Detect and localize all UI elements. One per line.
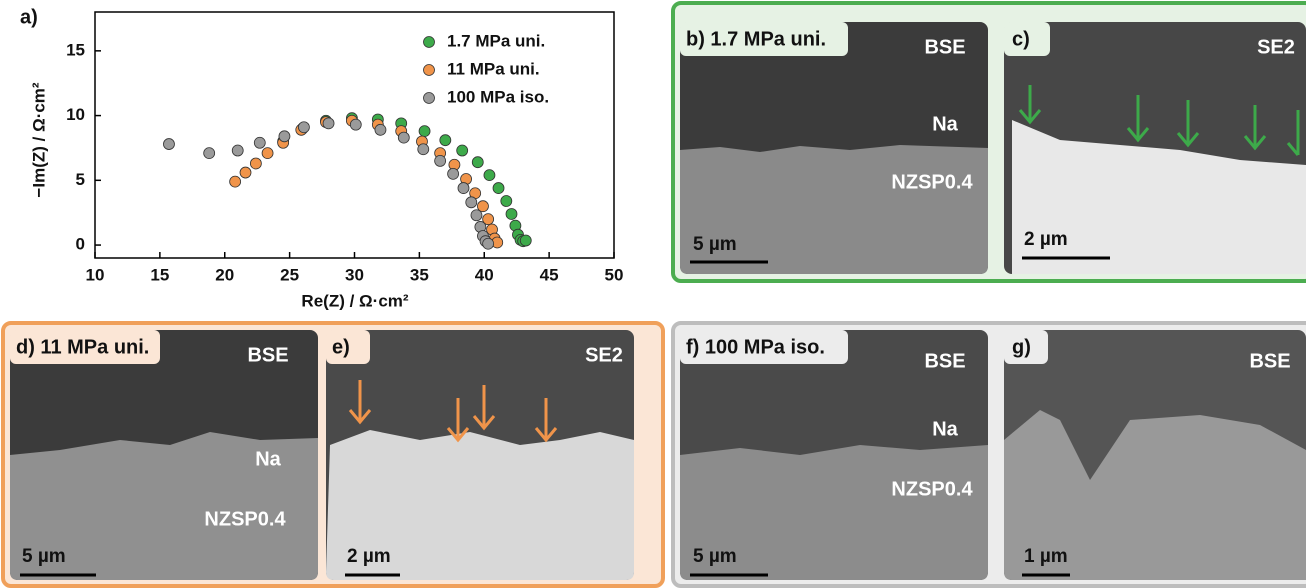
phase: NZSP0.4 bbox=[891, 171, 973, 193]
point bbox=[203, 147, 216, 160]
x-tick-label: 45 bbox=[540, 265, 559, 284]
x-tick-label: 35 bbox=[410, 265, 429, 284]
point bbox=[477, 200, 489, 213]
scale-label: 5 µm bbox=[693, 546, 737, 567]
x-tick-label: 15 bbox=[150, 265, 169, 284]
detector: BSE bbox=[247, 344, 288, 366]
panel-label: g) bbox=[1012, 336, 1031, 358]
phase: NZSP0.4 bbox=[204, 508, 286, 530]
detector: BSE bbox=[924, 350, 965, 372]
y-tick-label: 10 bbox=[66, 105, 85, 124]
x-tick-label: 30 bbox=[345, 265, 364, 284]
detector: SE2 bbox=[1257, 36, 1295, 58]
point bbox=[278, 130, 291, 143]
point bbox=[297, 121, 310, 134]
label-box bbox=[680, 22, 848, 56]
point bbox=[483, 169, 496, 182]
point bbox=[229, 175, 242, 188]
legend-label: 11 MPa uni. bbox=[447, 59, 540, 78]
phase: Na bbox=[932, 113, 958, 135]
y-tick-label: 15 bbox=[66, 40, 85, 59]
x-tick-label: 40 bbox=[475, 265, 494, 284]
arrows bbox=[1018, 85, 1300, 156]
grain-layer bbox=[326, 430, 634, 580]
point bbox=[322, 117, 335, 130]
point bbox=[471, 156, 484, 169]
point bbox=[418, 125, 431, 138]
label-box bbox=[10, 330, 160, 364]
point bbox=[239, 166, 252, 179]
grain-layer bbox=[1004, 410, 1306, 580]
y-tick-label: 0 bbox=[76, 235, 85, 254]
point bbox=[482, 237, 495, 250]
grain-layer bbox=[10, 432, 318, 580]
phase: Na bbox=[932, 418, 958, 440]
point bbox=[470, 209, 483, 222]
point bbox=[374, 123, 387, 136]
point bbox=[397, 131, 410, 144]
panel-label: a) bbox=[20, 6, 38, 28]
point bbox=[434, 154, 447, 167]
x-axis-label: Re(Z) / Ω·cm² bbox=[301, 291, 408, 310]
point bbox=[447, 167, 460, 180]
point bbox=[163, 138, 175, 150]
scale-label: 2 µm bbox=[1024, 229, 1068, 250]
scale-label: 1 µm bbox=[1024, 546, 1068, 567]
panel-label: f) 100 MPa iso. bbox=[686, 336, 825, 358]
legend-marker bbox=[423, 64, 435, 76]
point bbox=[457, 182, 470, 194]
x-tick-label: 20 bbox=[215, 265, 234, 284]
point bbox=[417, 143, 430, 156]
point bbox=[456, 144, 469, 157]
point bbox=[500, 195, 513, 207]
detector: BSE bbox=[924, 36, 965, 58]
scale-label: 5 µm bbox=[22, 546, 66, 567]
point bbox=[492, 182, 505, 194]
legend-label: 100 MPa iso. bbox=[447, 87, 549, 106]
panel-label: e) bbox=[332, 336, 350, 358]
point bbox=[519, 234, 532, 247]
grain-layer bbox=[680, 145, 988, 274]
point bbox=[253, 136, 266, 149]
panel-label: c) bbox=[1012, 28, 1030, 50]
plot: 10 15 20 25 30 35 40 45 50 0 5 10 15 1.7 MPa uni. 11 M… bbox=[66, 11, 624, 284]
point bbox=[465, 196, 478, 209]
legend-marker bbox=[423, 92, 435, 104]
label-box bbox=[680, 330, 848, 364]
point bbox=[505, 208, 518, 220]
label-box bbox=[1004, 22, 1050, 56]
x-tick-label: 25 bbox=[280, 265, 299, 284]
panel-label: d) 11 MPa uni. bbox=[16, 336, 149, 358]
point bbox=[261, 147, 274, 160]
scale-label: 2 µm bbox=[347, 546, 391, 567]
arrows bbox=[348, 380, 558, 443]
point bbox=[482, 213, 495, 226]
panel-label: b) 1.7 MPa uni. bbox=[686, 28, 826, 50]
x-tick-label: 50 bbox=[605, 265, 624, 284]
legend-marker bbox=[423, 36, 435, 48]
label-box bbox=[1004, 330, 1048, 364]
label-box bbox=[326, 330, 370, 364]
grain-layer bbox=[1012, 120, 1306, 274]
point bbox=[249, 157, 262, 170]
detector: SE2 bbox=[585, 344, 623, 366]
detector: BSE bbox=[1249, 350, 1290, 372]
grain-layer bbox=[680, 445, 988, 580]
scale-label: 5 µm bbox=[693, 234, 737, 255]
point bbox=[349, 118, 362, 131]
phase: NZSP0.4 bbox=[891, 478, 973, 500]
y-tick-label: 5 bbox=[76, 170, 85, 189]
x-tick-label: 10 bbox=[86, 265, 105, 284]
y-axis-label: −Im(Z) / Ω·cm² bbox=[29, 82, 48, 198]
point bbox=[439, 134, 452, 147]
phase: Na bbox=[255, 448, 281, 470]
point bbox=[231, 144, 244, 157]
legend-label: 1.7 MPa uni. bbox=[447, 31, 545, 50]
